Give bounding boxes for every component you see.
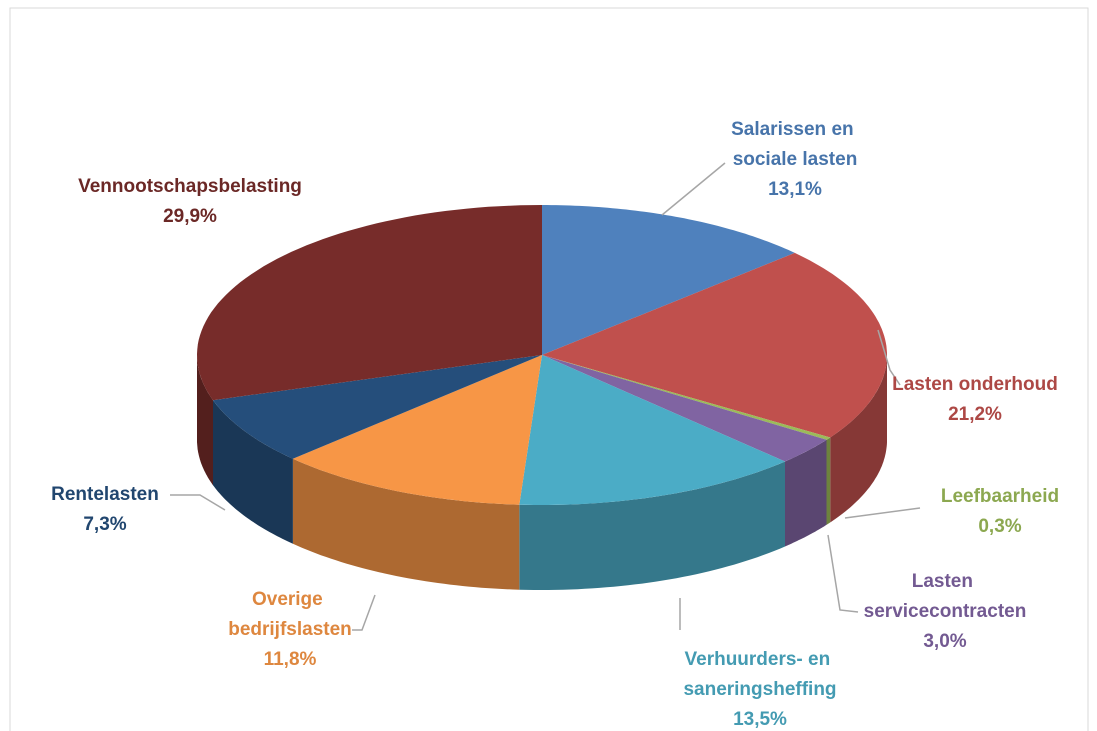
leader-line (170, 494, 226, 511)
slice-side (785, 439, 827, 547)
slice (197, 205, 542, 401)
slice-side (292, 458, 520, 590)
value-label: 21,2% (948, 404, 1002, 425)
chart-border (9, 7, 1089, 731)
slice (213, 355, 542, 459)
category-label: Salarissen en sociale lasten (731, 119, 859, 170)
category-label: Lasten onderhoud (892, 374, 1058, 395)
leader-line (661, 162, 726, 216)
slice (292, 355, 542, 505)
value-label: 0,3% (978, 516, 1021, 537)
slice-side (213, 400, 293, 544)
leader-line (352, 594, 376, 631)
category-label: Leefbaarheid (941, 486, 1059, 507)
slice-side (826, 437, 831, 525)
leader-line (877, 329, 901, 386)
leader-line (827, 534, 859, 613)
slice-side (830, 355, 887, 523)
slice (542, 355, 831, 440)
value-label: 13,1% (768, 179, 822, 200)
category-label: Verhuurders- en saneringsheffing (683, 649, 836, 700)
leader-line (844, 507, 921, 519)
category-label: Rentelasten (51, 484, 159, 505)
slice (519, 355, 785, 505)
category-label: Overige bedrijfslasten (228, 589, 352, 640)
value-label: 13,5% (733, 709, 787, 730)
value-label: 7,3% (83, 514, 126, 535)
category-label: Lasten servicecontracten (864, 571, 1027, 622)
value-label: 11,8% (264, 649, 317, 670)
slice-side (519, 461, 785, 590)
slice (542, 355, 827, 462)
value-label: 3,0% (923, 631, 966, 652)
slice-side (197, 355, 213, 486)
category-label: Vennootschapsbelasting (78, 176, 302, 197)
slice (542, 252, 887, 438)
value-label: 29,9% (163, 206, 217, 227)
slice (542, 205, 795, 355)
